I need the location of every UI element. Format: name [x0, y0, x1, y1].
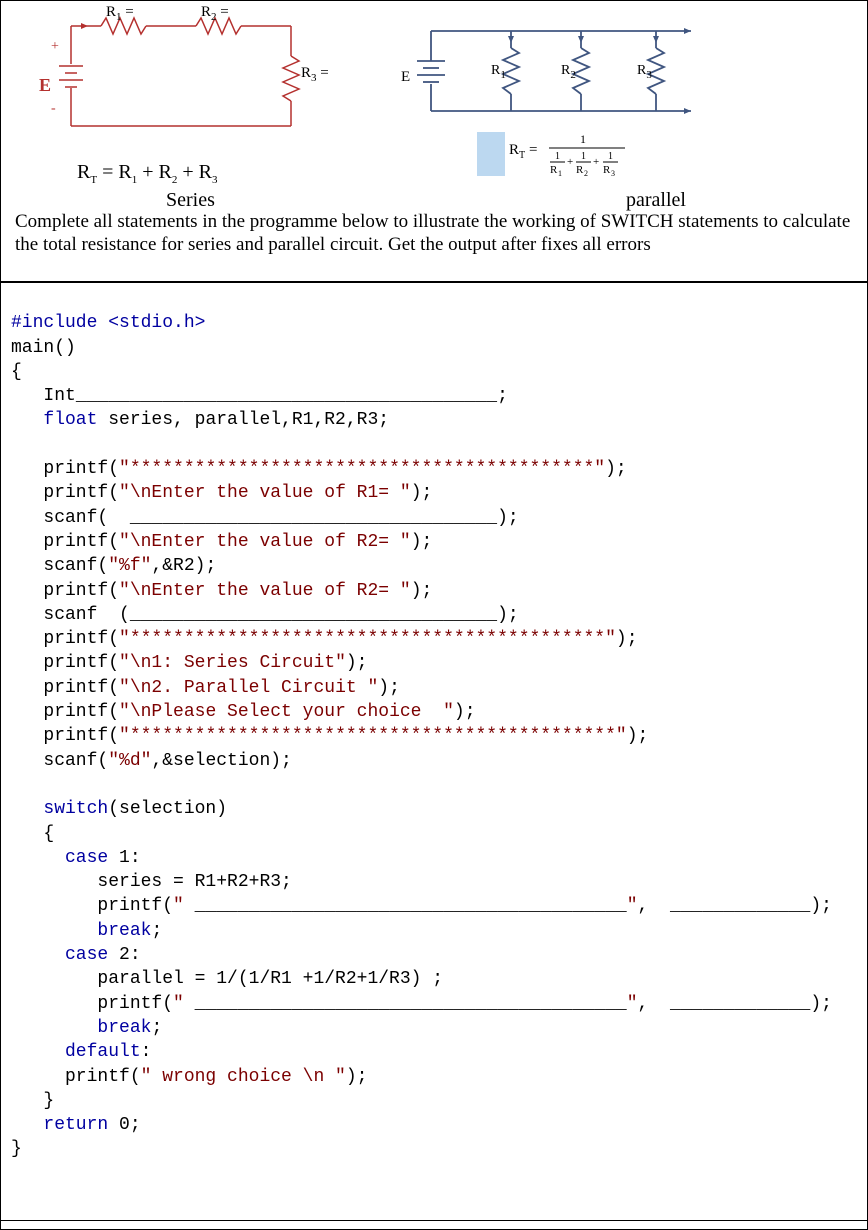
svg-text:R: R	[509, 142, 519, 158]
series-plus: +	[51, 39, 59, 55]
svg-text:=: =	[529, 142, 537, 158]
svg-text:+: +	[593, 156, 599, 168]
svg-text:1: 1	[580, 132, 586, 146]
svg-text:3: 3	[611, 169, 615, 178]
series-R2-label: R2 =	[201, 4, 229, 23]
svg-text:1: 1	[558, 169, 562, 178]
svg-text:R: R	[550, 164, 558, 176]
parallel-caption: parallel	[626, 189, 686, 212]
svg-text:+: +	[567, 156, 573, 168]
svg-text:2: 2	[584, 169, 588, 178]
page-container: + E - R1 = R2 = R3 = RT = R1 + R2 + R3 S…	[0, 0, 868, 1230]
series-minus: -	[51, 101, 56, 117]
svg-text:1: 1	[581, 151, 586, 162]
parallel-formula-svg: R T = 1 1 R 1 + 1 R 2 + 1 R 3	[477, 132, 647, 180]
series-caption: Series	[166, 189, 215, 212]
series-circuit-svg	[41, 6, 331, 136]
svg-text:R: R	[603, 164, 611, 176]
instruction-text: Complete all statements in the programme…	[15, 211, 853, 257]
bottom-rule	[1, 1220, 867, 1229]
svg-text:1: 1	[555, 151, 560, 162]
series-R3-label: R3 =	[301, 65, 329, 84]
svg-text:1: 1	[608, 151, 613, 162]
code-box: #include <stdio.h> main() { Int_________…	[1, 282, 867, 1220]
series-R1-label: R1 =	[106, 4, 134, 23]
parallel-E: E	[401, 69, 410, 86]
series-E: E	[39, 75, 51, 96]
parallel-R3: R3	[637, 63, 652, 81]
parallel-R2: R2	[561, 63, 576, 81]
series-formula: RT = R1 + R2 + R3	[77, 161, 217, 186]
parallel-R1: R1	[491, 63, 506, 81]
diagrams-section: + E - R1 = R2 = R3 = RT = R1 + R2 + R3 S…	[1, 1, 867, 282]
code-content: #include <stdio.h> main() { Int_________…	[11, 311, 861, 1161]
svg-text:T: T	[519, 150, 525, 161]
svg-text:R: R	[576, 164, 584, 176]
